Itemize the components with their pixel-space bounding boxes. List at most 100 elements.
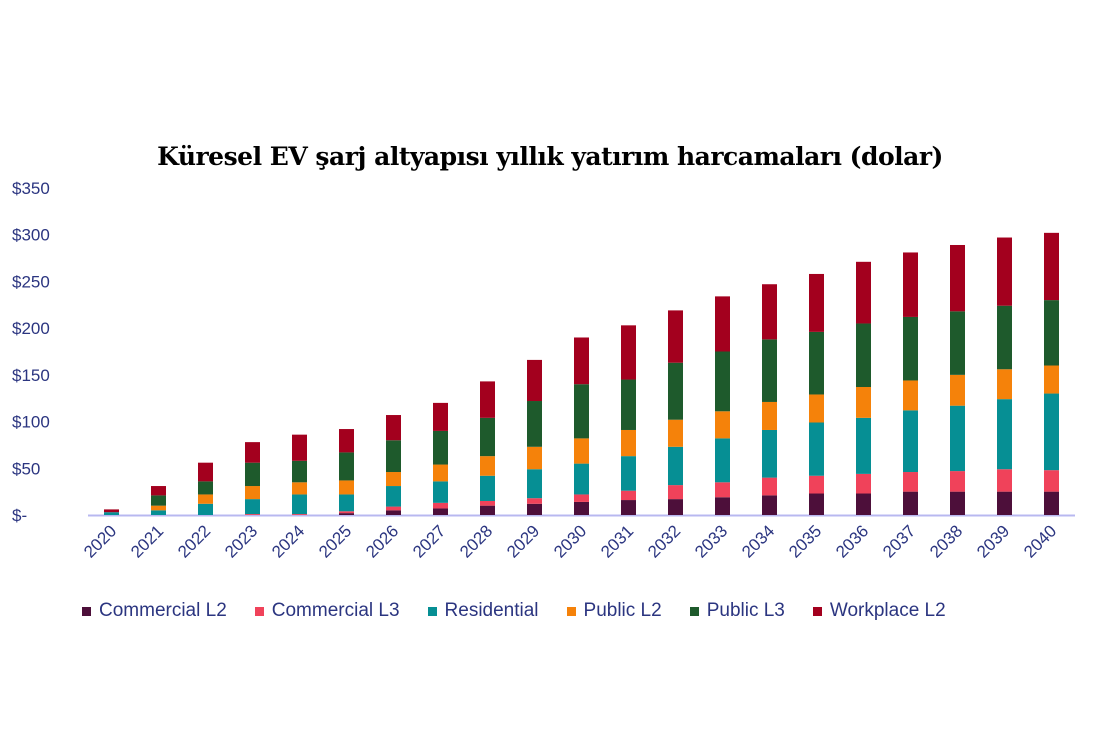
bar-segment-commercial-l2: [386, 510, 401, 515]
bar-segment-public-l2: [527, 446, 542, 470]
bar-segment-public-l2: [1044, 365, 1059, 394]
bar-segment-residential: [386, 486, 401, 507]
bar-segment-public-l2: [480, 456, 495, 476]
x-tick-label: 2037: [879, 521, 919, 561]
bar-segment-commercial-l3: [245, 514, 260, 515]
bar-segment-workplace-l2: [339, 429, 354, 453]
x-tick-label: 2021: [127, 521, 167, 561]
y-tick-label: $200: [12, 319, 50, 338]
bar-segment-residential: [151, 510, 166, 515]
bar-segment-workplace-l2: [527, 359, 542, 402]
bar-segment-public-l3: [527, 401, 542, 447]
bar-segment-commercial-l2: [1044, 491, 1059, 515]
bar-segment-public-l3: [480, 417, 495, 457]
bar-segment-workplace-l2: [574, 337, 589, 385]
bar-segment-residential: [1044, 393, 1059, 471]
bar-segment-commercial-l3: [668, 485, 683, 500]
x-tick-label: 2029: [503, 521, 543, 561]
x-tick-label: 2026: [362, 521, 402, 561]
bar-segment-commercial-l3: [1044, 470, 1059, 492]
bar-segment-residential: [339, 494, 354, 512]
bar-segment-public-l3: [151, 495, 166, 506]
bar-segment-public-l3: [621, 379, 636, 430]
bar-segment-public-l3: [715, 351, 730, 412]
x-tick-label: 2033: [691, 521, 731, 561]
x-tick-label: 2022: [174, 521, 214, 561]
y-tick-label: $300: [12, 226, 50, 245]
bar-segment-workplace-l2: [668, 310, 683, 363]
x-tick-label: 2040: [1020, 521, 1060, 561]
bar-segment-commercial-l3: [809, 475, 824, 494]
bar-segment-residential: [903, 410, 918, 473]
y-tick-label: $150: [12, 366, 50, 385]
bar-segment-public-l3: [809, 331, 824, 395]
x-tick-label: 2024: [268, 521, 308, 561]
bar-segment-residential: [104, 512, 119, 515]
bar-segment-commercial-l2: [762, 495, 777, 515]
bar-segment-public-l3: [1044, 300, 1059, 366]
bar-segment-commercial-l3: [339, 511, 354, 514]
bar-segment-public-l2: [715, 411, 730, 439]
bar-segment-commercial-l3: [386, 506, 401, 511]
bar-segment-residential: [762, 429, 777, 478]
bar-segment-commercial-l3: [762, 477, 777, 496]
bar-segment-public-l2: [809, 394, 824, 423]
bar-segment-public-l3: [339, 452, 354, 481]
bar-segment-workplace-l2: [621, 325, 636, 380]
bar-segment-workplace-l2: [1044, 232, 1059, 301]
legend-label: Public L3: [706, 600, 785, 621]
bar-segment-commercial-l2: [903, 491, 918, 515]
y-tick-label: $100: [12, 413, 50, 432]
x-tick-label: 2034: [738, 521, 778, 561]
legend-label: Commercial L3: [271, 600, 400, 621]
bar-segment-public-l3: [292, 460, 307, 483]
bar-segment-commercial-l2: [433, 508, 448, 515]
legend-swatch: [566, 606, 576, 616]
bar-segment-commercial-l2: [621, 500, 636, 515]
y-tick-label: $250: [12, 272, 50, 291]
bar-segment-public-l2: [950, 374, 965, 406]
bar-segment-residential: [527, 469, 542, 499]
bar-segment-commercial-l2: [856, 493, 871, 515]
bar-segment-commercial-l3: [433, 502, 448, 509]
bar-segment-public-l2: [574, 438, 589, 464]
bar-segment-workplace-l2: [245, 442, 260, 463]
bar-segment-commercial-l3: [527, 498, 542, 504]
bar-segment-public-l3: [198, 481, 213, 495]
bar-segment-residential: [950, 405, 965, 472]
x-tick-label: 2035: [785, 521, 825, 561]
bar-segment-commercial-l3: [292, 514, 307, 515]
legend-item: Residential: [427, 600, 539, 622]
bar-segment-public-l2: [339, 480, 354, 495]
bar-segment-public-l2: [151, 505, 166, 511]
bar-segment-public-l3: [856, 323, 871, 388]
bar-segment-workplace-l2: [480, 381, 495, 418]
x-tick-label: 2023: [221, 521, 261, 561]
bar-segment-public-l2: [903, 380, 918, 411]
bar-segment-public-l2: [292, 482, 307, 495]
bar-segment-residential: [433, 481, 448, 503]
legend-swatch: [427, 606, 437, 616]
bar-segment-commercial-l2: [715, 497, 730, 515]
bar-segment-commercial-l3: [574, 494, 589, 502]
legend-item: Commercial L2: [82, 600, 227, 622]
bar-segment-public-l3: [386, 440, 401, 473]
bar-segment-commercial-l3: [480, 500, 495, 506]
x-tick-label: 2020: [80, 521, 120, 561]
bar-segment-public-l2: [762, 401, 777, 430]
bar-segment-commercial-l3: [997, 469, 1012, 492]
bar-segment-public-l3: [433, 430, 448, 465]
x-tick-label: 2028: [456, 521, 496, 561]
bar-segment-residential: [856, 417, 871, 474]
bar-segment-workplace-l2: [104, 509, 119, 513]
y-tick-label: $-: [12, 506, 27, 525]
bar-segment-commercial-l3: [621, 490, 636, 501]
x-tick-label: 2036: [832, 521, 872, 561]
legend-item: Commercial L3: [254, 600, 400, 622]
bar-segment-public-l2: [997, 369, 1012, 400]
bar-segment-workplace-l2: [809, 273, 824, 332]
legend-label: Residential: [444, 600, 539, 621]
bar-segment-workplace-l2: [762, 284, 777, 340]
bar-segment-commercial-l2: [574, 501, 589, 515]
bar-segment-commercial-l2: [668, 499, 683, 515]
